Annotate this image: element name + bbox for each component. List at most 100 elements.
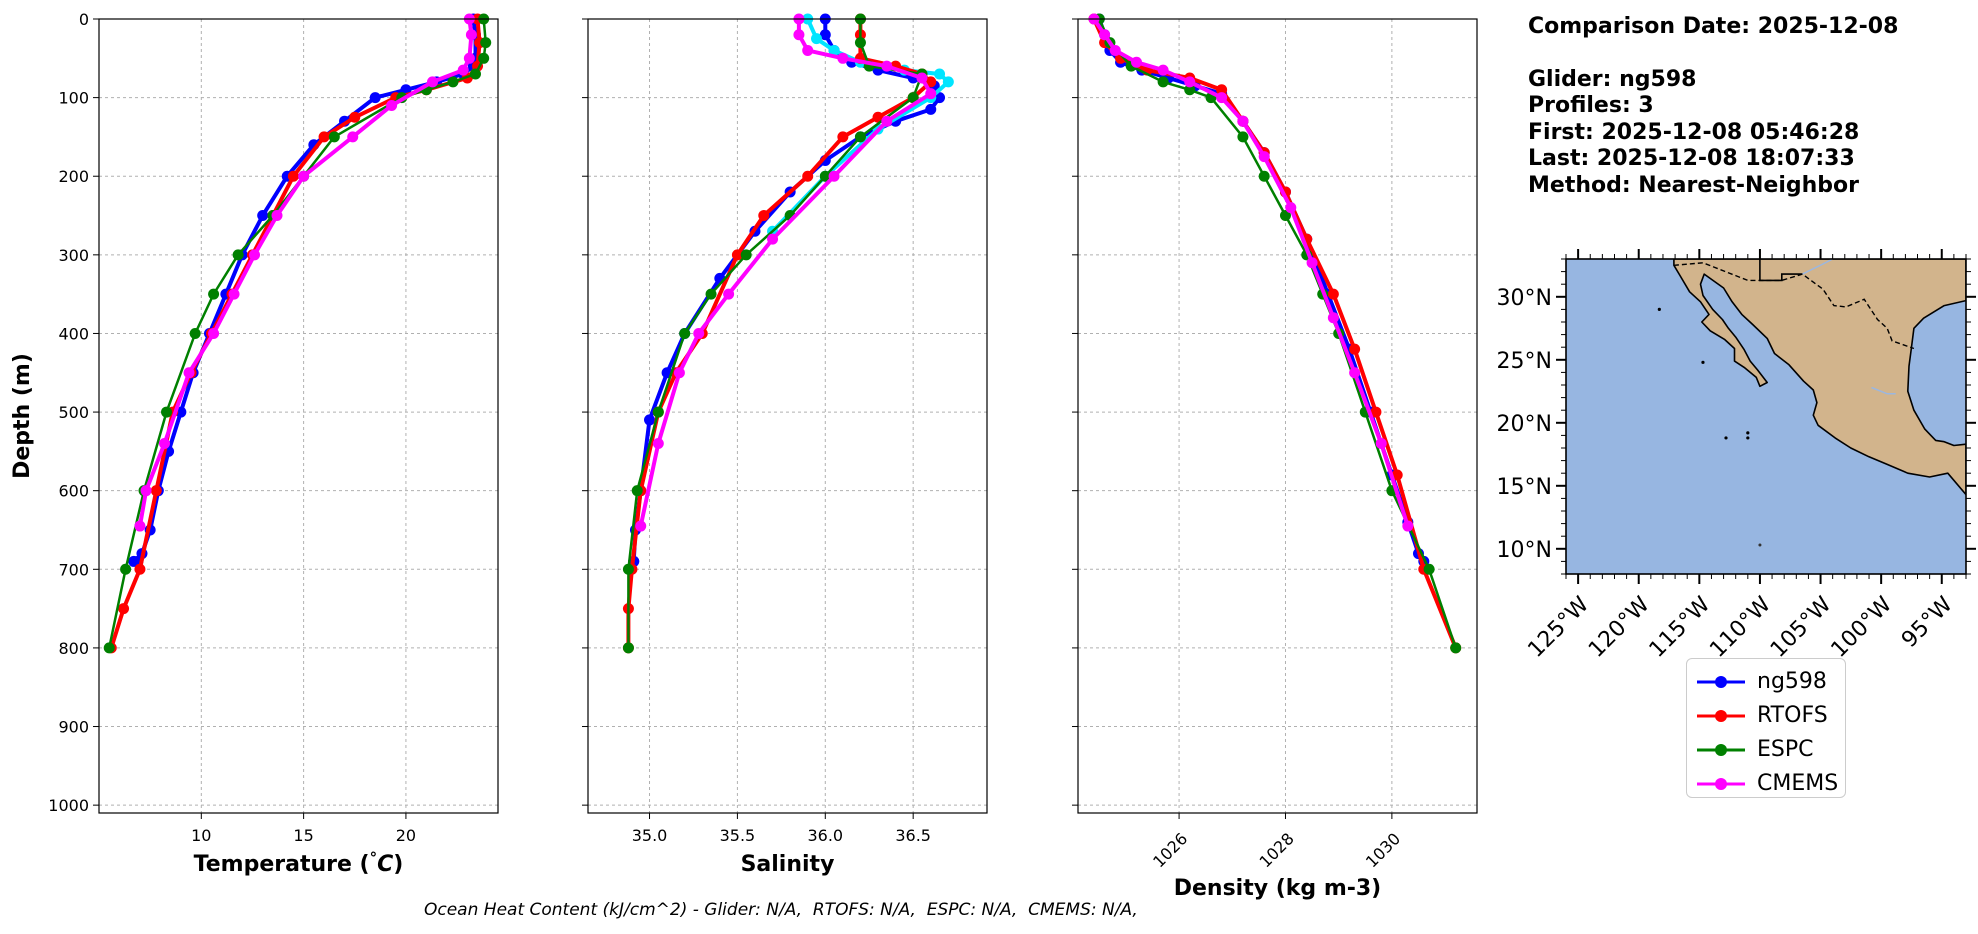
legend-swatch <box>1697 710 1745 722</box>
data-point-rtofs <box>318 131 330 143</box>
legend-item-rtofs: RTOFS <box>1687 699 1845 733</box>
x-axis-label: Temperature (°C) <box>194 849 404 877</box>
data-point-cmems <box>249 249 261 261</box>
data-point-cmems <box>1258 151 1270 163</box>
data-point-espc <box>1237 131 1249 143</box>
data-point-espc <box>480 37 492 49</box>
data-point-rtofs <box>1327 288 1339 300</box>
legend-swatch <box>1697 778 1745 790</box>
data-point-cmems <box>635 520 647 532</box>
data-point-espc <box>622 563 634 575</box>
legend-swatch <box>1697 676 1745 688</box>
data-point-ng598 <box>257 210 269 222</box>
panel-2: 35.0 35.5 36.0 36.5 Salinity <box>582 13 988 877</box>
profile-count: Profiles: 3 <box>1528 93 1654 118</box>
data-point-cmems <box>652 438 664 450</box>
data-point-ng598 <box>819 29 831 41</box>
data-point-ng598 <box>369 92 381 104</box>
map-us-border <box>1759 259 1803 282</box>
method: Method: Nearest-Neighbor <box>1528 172 1859 198</box>
map-frame <box>1565 258 1967 575</box>
data-point-cmems <box>925 88 937 100</box>
data-point-rtofs <box>758 210 770 222</box>
map-lon-label: 95°W <box>1897 592 1958 653</box>
map-lon-label: 100°W <box>1827 592 1898 663</box>
profile-panels: 0 100 200 300 400 500 600 700 800 900 1000 10 15 20 Te… <box>10 10 1478 901</box>
data-point-rtofs <box>731 249 743 261</box>
map-island <box>1746 436 1750 440</box>
legend-label: ng598 <box>1757 669 1827 694</box>
data-point-rtofs <box>287 170 299 182</box>
axes-frame <box>98 18 499 814</box>
data-point-espc <box>631 485 643 497</box>
data-point-espc <box>469 68 481 80</box>
map-border <box>1673 262 1915 350</box>
data-point-espc <box>1258 170 1270 182</box>
data-point-cmems <box>1375 438 1387 450</box>
last-profile-time: Last: 2025-12-08 18:07:33 <box>1528 146 1855 171</box>
map-lat-label: 10°N <box>1497 538 1552 563</box>
data-point-rtofs <box>150 485 162 497</box>
map-layers <box>1657 259 1966 547</box>
series-line-cmems <box>137 18 474 527</box>
map-lon-label: 120°W <box>1584 592 1655 663</box>
data-point-rtofs <box>1391 469 1403 481</box>
ocean-heat-content-footer: Ocean Heat Content (kJ/cm^2) - Glider: N… <box>424 900 1138 920</box>
data-point-espc <box>1423 563 1435 575</box>
panel-3: 1026 1028 1030 Density (kg m-3) <box>1072 13 1478 901</box>
y-tick-label: 700 <box>58 560 89 579</box>
data-point-cmems <box>1237 115 1249 127</box>
x-tick-label: 1026 <box>1149 829 1191 871</box>
data-point-espc <box>478 52 490 64</box>
map-land <box>1673 259 1966 496</box>
data-point-cmems <box>463 52 475 64</box>
data-point-espc <box>1157 76 1169 88</box>
data-point-cmems <box>457 64 469 76</box>
x-axis-label: Salinity <box>741 852 835 877</box>
x-tick-label: 35.5 <box>720 826 756 845</box>
map-lat-label: 30°N <box>1497 286 1552 311</box>
data-point-rtofs <box>837 131 849 143</box>
map-river <box>1802 259 1834 275</box>
data-point-cmems <box>465 29 477 41</box>
data-point-cmems <box>881 115 893 127</box>
data-point-ng598 <box>925 103 937 115</box>
data-point-cmems <box>347 131 359 143</box>
x-tick-label: 20 <box>396 826 416 845</box>
data-point-espc <box>854 131 866 143</box>
data-point-cmems <box>298 170 310 182</box>
data-point-cmems <box>802 44 814 56</box>
map-lon-label: 110°W <box>1705 592 1776 663</box>
data-point-espc <box>740 249 752 261</box>
series-line-cmems <box>1092 17 1410 527</box>
data-point-cmems <box>208 327 220 339</box>
data-point-cmems <box>427 76 439 88</box>
data-point-cmems <box>1327 312 1339 324</box>
map-lon-label: 105°W <box>1766 592 1837 663</box>
map-island <box>1746 431 1750 435</box>
data-point-glider_alt <box>942 76 954 88</box>
data-point-cmems <box>271 210 283 222</box>
data-point-cmems <box>1184 76 1196 88</box>
data-point-cmems <box>158 438 170 450</box>
map-lon-label: 115°W <box>1645 592 1716 663</box>
y-tick-label: 600 <box>58 482 89 501</box>
data-point-espc <box>120 563 132 575</box>
panel-1: 0 100 200 300 400 500 600 700 800 900 1000 10 15 20 Te… <box>10 10 499 877</box>
data-point-rtofs <box>349 111 361 123</box>
data-point-espc <box>652 406 664 418</box>
data-point-cmems <box>134 520 146 532</box>
data-point-espc <box>622 642 634 654</box>
y-tick-label: 300 <box>58 246 89 265</box>
data-point-cmems <box>1131 56 1143 68</box>
map-lat-label: 15°N <box>1497 475 1552 500</box>
data-point-rtofs <box>1216 84 1228 96</box>
data-point-espc <box>705 288 717 300</box>
legend-swatch-marker <box>1715 676 1727 688</box>
x-tick-label: 1030 <box>1362 829 1404 871</box>
legend-label: RTOFS <box>1757 703 1828 728</box>
data-point-rtofs <box>118 603 130 615</box>
data-point-cmems <box>386 99 398 111</box>
data-point-cmems <box>881 60 893 72</box>
legend-label: CMEMS <box>1757 771 1839 796</box>
